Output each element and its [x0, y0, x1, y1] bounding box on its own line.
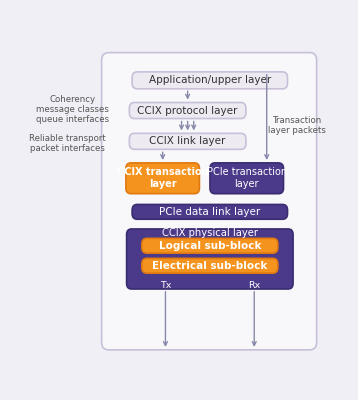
- FancyBboxPatch shape: [142, 258, 278, 273]
- FancyBboxPatch shape: [129, 133, 246, 149]
- FancyBboxPatch shape: [102, 53, 317, 350]
- Text: Application/upper layer: Application/upper layer: [149, 75, 271, 85]
- Text: Electrical sub-block: Electrical sub-block: [152, 261, 267, 271]
- Text: CCIX transaction
layer: CCIX transaction layer: [117, 168, 208, 189]
- Text: CCIX link layer: CCIX link layer: [149, 136, 226, 146]
- Text: Transaction
layer packets: Transaction layer packets: [268, 116, 326, 135]
- FancyBboxPatch shape: [126, 163, 199, 194]
- FancyBboxPatch shape: [127, 229, 293, 289]
- Text: Coherency
message classes
queue interfaces: Coherency message classes queue interfac…: [36, 95, 109, 124]
- Text: PCIe transaction
layer: PCIe transaction layer: [207, 168, 287, 189]
- FancyBboxPatch shape: [129, 102, 246, 118]
- Text: Tx: Tx: [160, 281, 171, 290]
- FancyBboxPatch shape: [142, 238, 278, 253]
- FancyBboxPatch shape: [210, 163, 284, 194]
- FancyBboxPatch shape: [132, 204, 287, 219]
- Text: CCIX protocol layer: CCIX protocol layer: [137, 106, 238, 116]
- Text: Reliable transport
packet interfaces: Reliable transport packet interfaces: [29, 134, 105, 153]
- Text: Logical sub-block: Logical sub-block: [159, 241, 261, 251]
- Text: CCIX physical layer: CCIX physical layer: [162, 228, 258, 238]
- Text: Rx: Rx: [248, 281, 260, 290]
- FancyBboxPatch shape: [132, 72, 287, 89]
- Text: PCIe data link layer: PCIe data link layer: [159, 207, 261, 217]
